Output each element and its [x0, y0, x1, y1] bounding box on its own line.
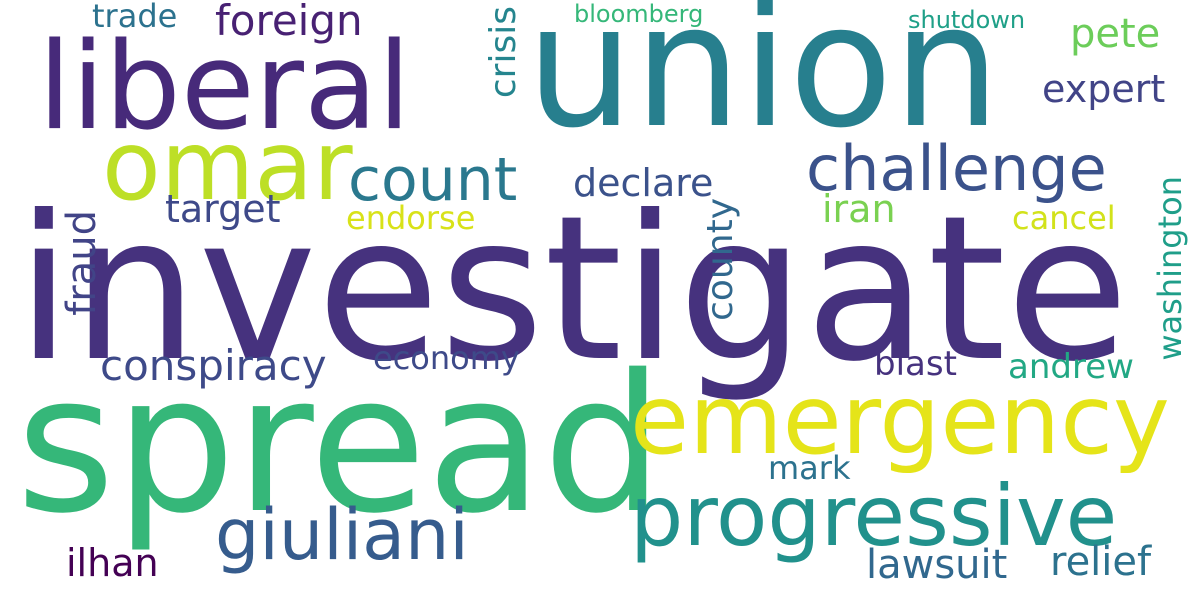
word-andrew: andrew — [1008, 347, 1134, 387]
word-declare: declare — [573, 161, 714, 205]
word-spread: spread — [16, 334, 664, 555]
word-iran: iran — [822, 187, 896, 231]
word-investigate: investigate — [16, 173, 1129, 406]
word-bloomberg: bloomberg — [574, 0, 704, 28]
word-challenge: challenge — [806, 132, 1107, 205]
word-ilhan: ilhan — [66, 541, 159, 585]
word-target: target — [165, 187, 281, 231]
word-relief: relief — [1050, 539, 1152, 585]
word-crisis: crisis — [483, 6, 524, 99]
word-blast: blast — [874, 344, 957, 384]
word-pete: pete — [1070, 11, 1161, 57]
word-count: count — [348, 145, 518, 215]
word-trade: trade — [92, 0, 178, 35]
word-conspiracy: conspiracy — [100, 341, 327, 390]
word-union: union — [526, 0, 1001, 166]
word-shutdown: shutdown — [908, 6, 1026, 34]
word-economy: economy — [373, 339, 520, 377]
word-expert: expert — [1042, 67, 1166, 111]
word-endorse: endorse — [346, 199, 476, 237]
word-cancel: cancel — [1012, 199, 1116, 237]
word-lawsuit: lawsuit — [866, 542, 1008, 588]
word-fraud: fraud — [59, 210, 105, 316]
word-progressive: progressive — [630, 467, 1118, 565]
word-omar: omar — [102, 110, 353, 222]
word-washington: washington — [1151, 176, 1189, 361]
word-county: county — [700, 198, 741, 321]
word-mark: mark — [768, 449, 851, 487]
word-liberal: liberal — [38, 18, 411, 157]
word-foreign: foreign — [215, 0, 363, 45]
word-emergency: emergency — [630, 364, 1170, 476]
word-giuliani: giuliani — [215, 494, 469, 576]
